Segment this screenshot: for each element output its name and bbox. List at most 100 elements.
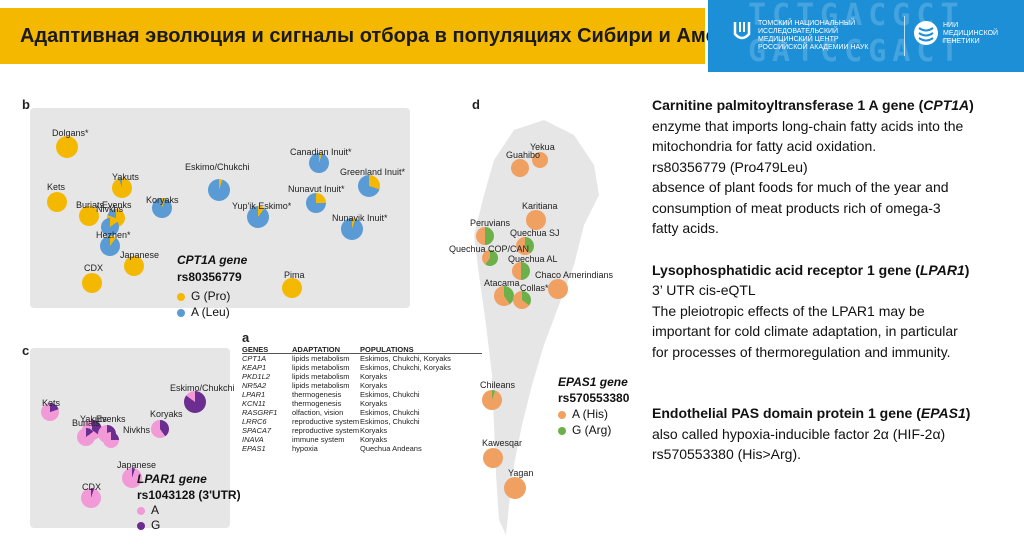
panel-c-label: c [22,343,30,358]
g-swatch [137,521,145,530]
table-cell: hypoxia [292,444,318,453]
lpar1-pop-label: Nivkhs [123,425,151,435]
cpt1a-pop-label: CDX [84,263,104,273]
cpt1a-pie [282,278,302,298]
cpt1a-pie [309,153,329,173]
table-cell: lipids metabolism [292,372,350,381]
table-cell: CPT1A [242,354,267,363]
table-cell: Koryaks [360,381,388,390]
lpar1-heading-text: Lysophosphatidic acid receptor 1 gene ( [652,261,920,278]
spacer [652,362,1012,403]
epas1-line-1: also called hypoxia-inducible factor 2α … [652,425,946,442]
table-cell: KCN11 [242,399,266,408]
legend-pro: G (Pro) [177,289,230,303]
epas1-pop-label: Collas* [520,283,549,293]
lpar1-pop-label: Japanese [117,460,157,470]
genes-table: GENES ADAPTATION POPULATIONS CPT1A lipids me… [242,345,482,453]
legend-his-label: A (His) [572,407,608,421]
epas1-pop-label: Guahibo [506,150,541,160]
lpar1-line-2: The pleiotropic effects of the LPAR1 may… [652,302,925,319]
table-cell: EPAS1 [242,444,266,453]
his-swatch [558,410,566,419]
epas1-pie [494,286,514,306]
table-cell: Eskimos, Chukchi [360,390,420,399]
cpt1a-pie [82,273,102,293]
epas1-pie [532,152,548,168]
table-cell: lipids metabolism [292,381,350,390]
cpt1a-pie [101,218,119,236]
lpar1-snp-label: rs1043128 (3'UTR) [137,488,241,502]
slide-title: Адаптивная эволюция и сигналы отбора в п… [20,25,764,47]
epas1-pie [516,237,534,255]
table-cell: LRRC6 [242,417,267,426]
university-logo-icon [733,22,751,40]
table-cell: Eskimos, Chukchi, Koryaks [360,363,451,372]
cpt1a-snp-label: rs80356779 [177,270,242,284]
cpt1a-heading-close: ) [969,97,974,113]
epas1-pop-label: Atacama [484,278,520,288]
cpt1a-pop-label: Canadian Inuit* [290,147,352,157]
cpt1a-pie [56,136,78,158]
epas1-pop-label: Quechua SJ [510,228,560,238]
leu-swatch [177,308,185,317]
epas1-heading: Endothelial PAS domain protein 1 gene (E… [652,403,1012,424]
cpt1a-pie [341,218,363,240]
cpt1a-pop-label: Nunavut Inuit* [288,184,345,194]
table-cell: immune system [292,435,345,444]
table-row: RASGRF1 olfaction, vision Eskimos, Chukchi [242,408,482,417]
epas1-pie [476,227,494,245]
lpar1-heading-gene: LPAR1 [919,261,965,278]
table-cell: olfaction, vision [292,408,344,417]
table-cell: NR5A2 [242,381,267,390]
lpar1-pop-label: Kets [42,398,61,408]
cpt1a-pie [100,236,120,256]
lpar1-pie [41,403,59,421]
cpt1a-pop-label: Eskimo/Chukchi [185,162,250,172]
table-cell: Eskimos, Chukchi [360,417,420,426]
epas1-heading-close: ) [965,405,971,421]
table-cell: INAVA [242,435,264,444]
epas1-snp-label: rs570553380 [558,391,630,405]
legend-arg-label: G (Arg) [572,423,612,437]
table-header: GENES ADAPTATION POPULATIONS [242,345,482,354]
table-row: CPT1A lipids metabolism Eskimos, Chukchi, … [242,354,482,363]
epas1-pop-label: Karitiana [522,201,558,211]
lpar1-pie [122,468,142,488]
epas1-pie [511,159,529,177]
epas1-heading-text: Endothelial PAS domain protein 1 gene ( [652,405,921,421]
cpt1a-heading-text: Carnitine palmitoyltransferase 1 A gene … [652,97,924,113]
table-cell: Koryaks [360,372,388,381]
lpar1-pie [184,391,206,413]
table-cell: thermogenesis [292,390,342,399]
lpar1-pie [77,428,95,446]
panel-d-label: d [472,97,480,112]
epas1-pop-label: Quechua COP/CAN [449,244,530,254]
table-cell: lipids metabolism [292,363,350,372]
cpt1a-line-1: enzyme that imports long-chain fatty aci… [652,117,964,134]
epas1-pie [483,448,503,468]
cpt1a-pop-label: Koryaks [146,195,179,205]
table-cell: SPACA7 [242,426,272,435]
arg-swatch [558,426,566,435]
legend-g-label: G [151,518,161,532]
cpt1a-line-2: mitochondria for fatty acid oxidation. [652,138,877,154]
cpt1a-pop-label: Greenland Inuit* [340,167,406,177]
legend-a-label: A [151,503,160,517]
epas1-pop-label: Yekua [530,142,555,152]
table-row: LRRC6 reproductive system Eskimos, Chukchi [242,417,482,426]
epas1-pie [482,390,502,410]
map-south-america [474,120,599,535]
table-row: KCN11 thermogenesis Koryaks [242,399,482,408]
legend-arg: G (Arg) [558,423,611,437]
cpt1a-pie [79,206,99,226]
legend-leu-label: A (Leu) [191,305,230,319]
table-cell: LPAR1 [242,390,266,399]
institute-name: НИИ МЕДИЦИНСКОЙ ГЕНЕТИКИ [943,22,999,45]
a-swatch [137,506,145,515]
panel-b-label: b [22,97,30,112]
table-cell: Quechua Andeans [360,444,422,453]
table-cell: Eskimos, Chukchi [360,408,420,417]
epas1-pop-label: Kawesqar [482,438,523,448]
epas1-pie [504,477,526,499]
epas1-pie [513,291,531,309]
